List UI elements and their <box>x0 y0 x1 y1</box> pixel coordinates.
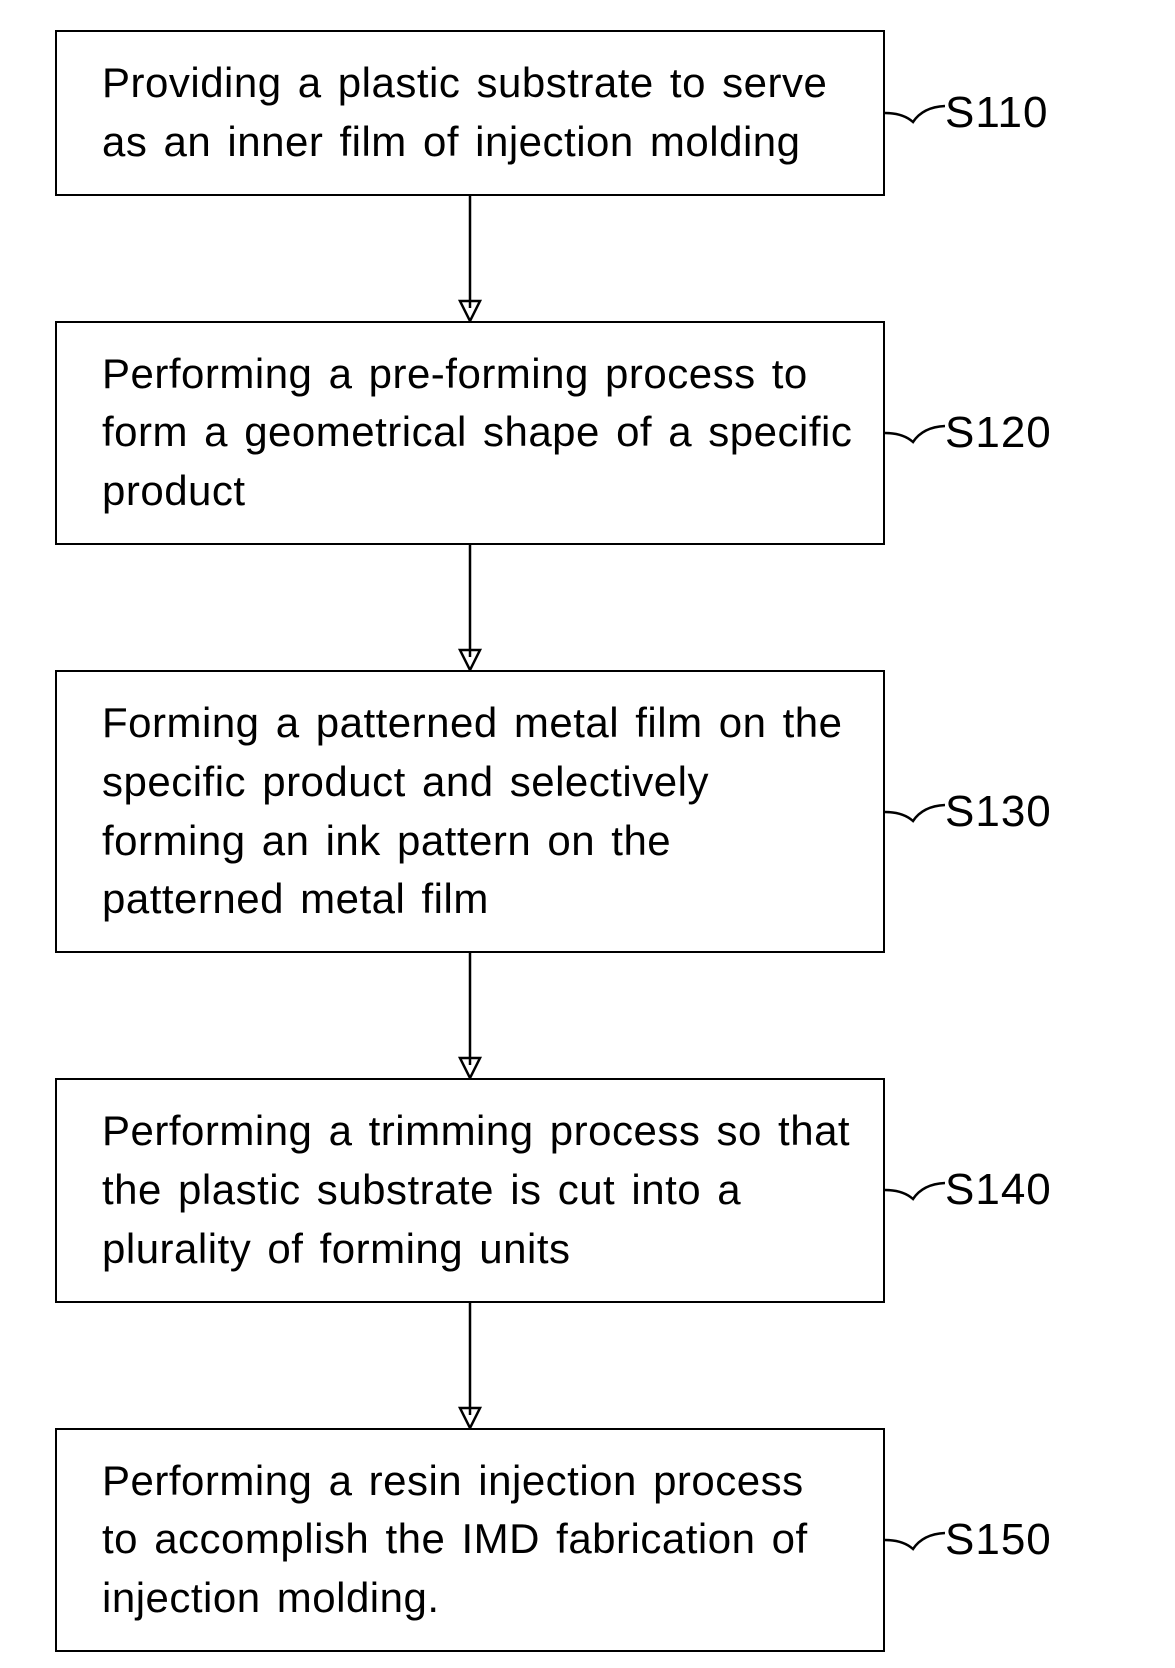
step-row-1: Providing a plastic substrate to serve a… <box>55 30 1175 196</box>
step-text: Performing a resin injection process to … <box>102 1457 808 1622</box>
label-tick-icon <box>885 1175 945 1205</box>
step-box-s120: Performing a pre-forming process to form… <box>55 321 885 545</box>
step-text: Forming a patterned metal film on the sp… <box>102 699 843 922</box>
step-label: S110 <box>945 88 1049 138</box>
arrow-container-3 <box>55 953 885 1078</box>
label-tick-icon <box>885 418 945 448</box>
step-text: Providing a plastic substrate to serve a… <box>102 59 827 165</box>
arrow-down-icon <box>450 953 490 1078</box>
step-label: S130 <box>945 787 1052 837</box>
label-connector-s150: S150 <box>885 1515 1052 1565</box>
step-row-2: Performing a pre-forming process to form… <box>55 321 1175 545</box>
label-tick-icon <box>885 797 945 827</box>
flowchart-container: Providing a plastic substrate to serve a… <box>0 30 1175 1652</box>
label-connector-s110: S110 <box>885 88 1049 138</box>
step-label: S120 <box>945 408 1052 458</box>
step-row-5: Performing a resin injection process to … <box>55 1428 1175 1652</box>
step-label: S150 <box>945 1515 1052 1565</box>
step-box-s130: Forming a patterned metal film on the sp… <box>55 670 885 953</box>
arrow-container-2 <box>55 545 885 670</box>
label-tick-icon <box>885 1525 945 1555</box>
step-text: Performing a pre-forming process to form… <box>102 350 852 515</box>
arrow-down-icon <box>450 545 490 670</box>
step-box-s110: Providing a plastic substrate to serve a… <box>55 30 885 196</box>
step-box-s150: Performing a resin injection process to … <box>55 1428 885 1652</box>
label-tick-icon <box>885 98 945 128</box>
arrow-container-1 <box>55 196 885 321</box>
step-label: S140 <box>945 1165 1052 1215</box>
arrow-container-4 <box>55 1303 885 1428</box>
label-connector-s140: S140 <box>885 1165 1052 1215</box>
step-text: Performing a trimming process so that th… <box>102 1107 850 1272</box>
label-connector-s120: S120 <box>885 408 1052 458</box>
arrow-down-icon <box>450 1303 490 1428</box>
label-connector-s130: S130 <box>885 787 1052 837</box>
arrow-down-icon <box>450 196 490 321</box>
step-box-s140: Performing a trimming process so that th… <box>55 1078 885 1302</box>
step-row-4: Performing a trimming process so that th… <box>55 1078 1175 1302</box>
step-row-3: Forming a patterned metal film on the sp… <box>55 670 1175 953</box>
